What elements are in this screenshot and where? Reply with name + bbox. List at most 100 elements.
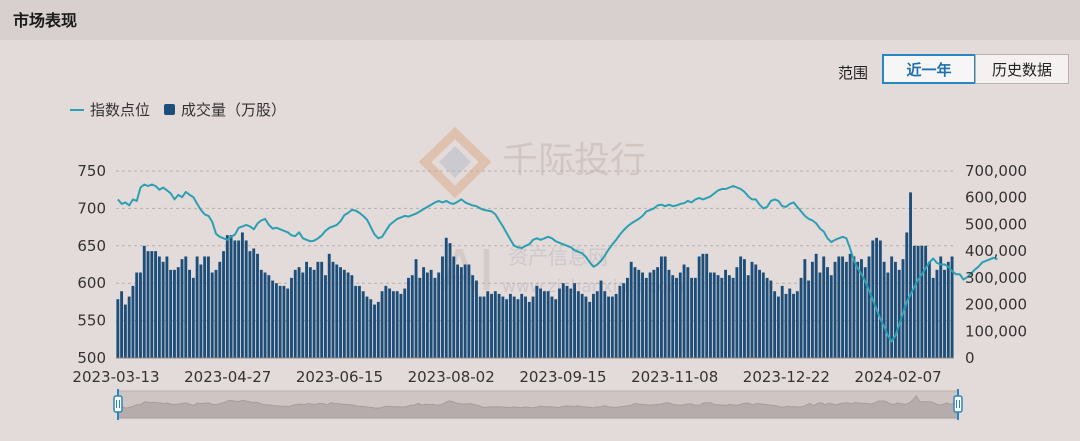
volume-bar [203,256,207,358]
volume-bar [648,272,652,358]
range-button-one-year[interactable]: 近一年 [882,54,976,84]
volume-bar [361,291,365,358]
slider-handle-left[interactable] [113,395,123,413]
volume-bar [433,277,437,358]
range-button-history[interactable]: 历史数据 [975,54,1069,84]
volume-bar [448,243,452,358]
volume-bar [176,267,180,358]
volume-bar [459,267,463,358]
volume-bar [607,296,610,358]
y-left-tick-label: 600 [77,274,106,292]
volume-bar [584,296,588,358]
volume-bar [780,285,784,358]
volume-bar [316,261,320,358]
volume-bar [403,288,407,358]
volume-bar [724,269,728,358]
chart-legend: 指数点位 成交量（万股） [70,99,300,120]
watermark-ai-mark: AI [440,239,495,304]
volume-bar [437,272,441,358]
volume-bar [305,261,309,358]
volume-bar [195,256,199,358]
y-right-tick-label: 200,000 [965,296,1027,314]
volume-bar [686,267,690,358]
volume-bar [644,277,648,358]
volume-bar [912,245,916,358]
watermark-site-url: www.zichanxinxi.com [502,277,685,297]
zoom-slider[interactable] [113,389,963,420]
volume-bar [157,256,161,358]
volume-bar [422,267,426,358]
legend-item-volume[interactable]: 成交量（万股） [164,99,286,120]
volume-bar [739,256,743,358]
watermark-site-cn: 资产信息网 [508,245,608,269]
volume-bar [535,285,539,358]
volume-bar [441,256,444,358]
volume-bar [308,267,312,358]
volume-bar [139,272,142,358]
volume-bar [886,272,890,358]
volume-bar [263,272,267,358]
volume-bar [667,269,671,358]
volume-bar [475,280,478,358]
volume-bar [339,267,342,358]
volume-bar [142,245,146,358]
x-tick-label: 2023-03-13 [72,368,159,386]
y-right-tick-label: 300,000 [965,269,1027,287]
volume-bar [259,269,263,358]
volume-bar [240,232,244,358]
volume-bar [727,275,731,358]
volume-bar [871,240,875,358]
volume-bar [641,272,644,358]
volume-bar [486,291,490,358]
page-title: 市场表现 [13,11,78,30]
volume-bar [614,293,618,358]
bar-swatch-icon [164,104,176,115]
volume-bar [546,291,550,358]
volume-bar [410,275,414,358]
y-left-tick-label: 700 [77,199,106,217]
x-tick-label: 2024-02-07 [855,368,942,386]
y-right-tick-label: 400,000 [965,242,1027,260]
volume-bar [286,288,290,358]
volume-bar [282,285,286,358]
panel-header: 市场表现 [0,0,1080,40]
volume-bar [810,261,814,358]
legend-item-index[interactable]: 指数点位 [70,99,150,120]
volume-bar [784,293,788,358]
volume-bar [497,293,501,358]
volume-bar [852,256,856,358]
volume-bar [210,272,214,358]
volume-bar [671,275,675,358]
volume-bar [690,277,694,358]
volume-bar [173,269,176,358]
x-tick-label: 2023-08-02 [408,368,495,386]
volume-bar [610,296,614,358]
volume-bar [369,299,373,358]
watermark-logo-icon [418,126,492,199]
volume-bar [274,283,278,358]
volume-bar [693,277,697,358]
volume-bar [222,251,225,358]
volume-bar [384,285,388,358]
volume-bar [701,253,705,358]
volume-bar [924,245,928,358]
volume-bar [905,232,909,358]
slider-handle-right[interactable] [953,395,963,413]
volume-bar [278,285,282,358]
line-swatch-icon [70,108,84,111]
volume-bar [131,285,135,358]
slider-track[interactable] [117,390,959,419]
y-right-tick-label: 0 [965,349,975,367]
volume-bar [524,296,527,358]
volume-bar [456,264,460,358]
volume-bar [935,269,939,358]
watermark-brand: 千际投行 [502,140,646,181]
volume-bar [633,267,637,358]
volume-bar [637,269,641,358]
volume-bar [123,304,127,358]
volume-bar [493,291,497,358]
volume-bar [663,256,667,358]
volume-bar [573,283,577,358]
volume-bar [365,296,369,358]
volume-bar [256,253,259,358]
